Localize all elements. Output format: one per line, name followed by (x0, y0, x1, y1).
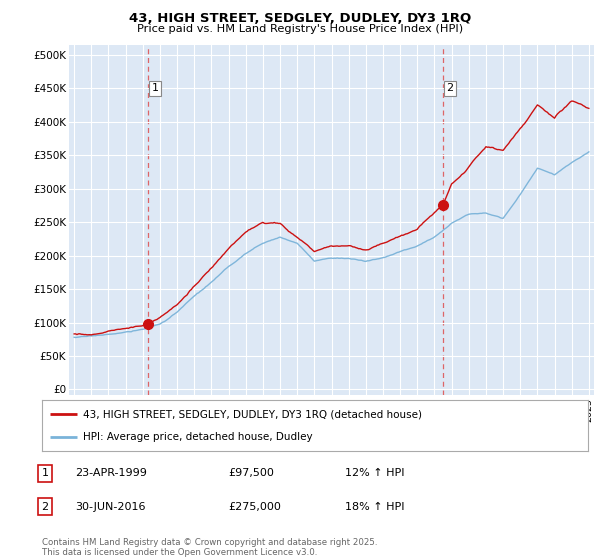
Text: 23-APR-1999: 23-APR-1999 (75, 468, 147, 478)
Text: HPI: Average price, detached house, Dudley: HPI: Average price, detached house, Dudl… (83, 432, 313, 442)
Text: 1: 1 (152, 83, 158, 94)
Text: 1: 1 (41, 468, 49, 478)
Text: 18% ↑ HPI: 18% ↑ HPI (345, 502, 404, 512)
Text: Price paid vs. HM Land Registry's House Price Index (HPI): Price paid vs. HM Land Registry's House … (137, 24, 463, 34)
Text: 2: 2 (41, 502, 49, 512)
Text: £97,500: £97,500 (228, 468, 274, 478)
Text: 30-JUN-2016: 30-JUN-2016 (75, 502, 146, 512)
Text: Contains HM Land Registry data © Crown copyright and database right 2025.
This d: Contains HM Land Registry data © Crown c… (42, 538, 377, 557)
Text: 2: 2 (446, 83, 454, 94)
Text: 43, HIGH STREET, SEDGLEY, DUDLEY, DY3 1RQ (detached house): 43, HIGH STREET, SEDGLEY, DUDLEY, DY3 1R… (83, 409, 422, 419)
Text: £275,000: £275,000 (228, 502, 281, 512)
Text: 43, HIGH STREET, SEDGLEY, DUDLEY, DY3 1RQ: 43, HIGH STREET, SEDGLEY, DUDLEY, DY3 1R… (129, 12, 471, 25)
Text: 12% ↑ HPI: 12% ↑ HPI (345, 468, 404, 478)
